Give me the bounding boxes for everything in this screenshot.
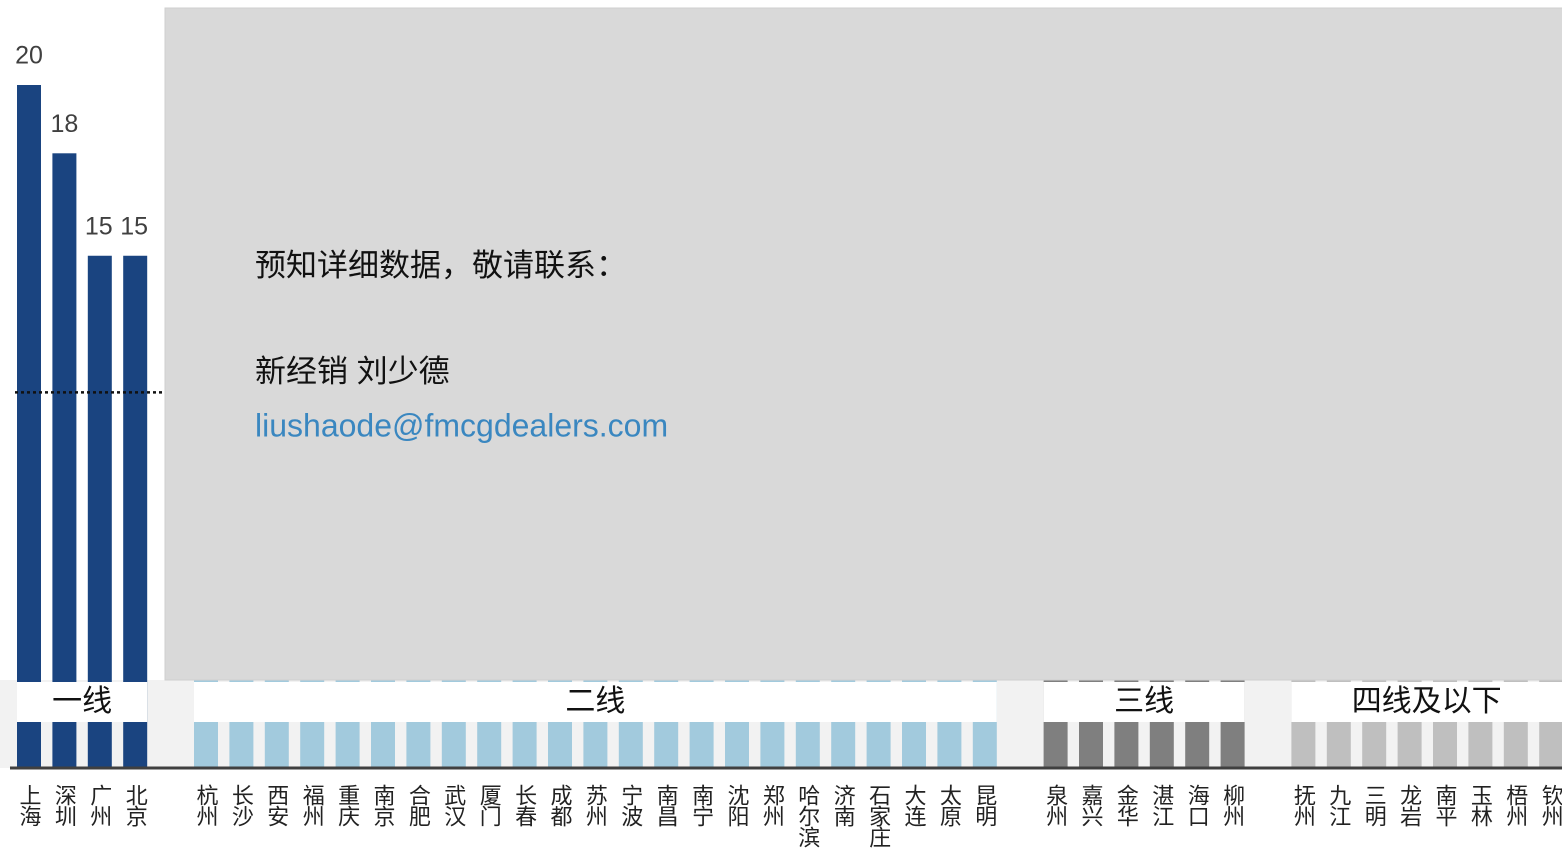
x-tick-label: 金华 [1114, 784, 1139, 827]
x-tick-label: 抚州 [1291, 784, 1316, 826]
group-band [194, 682, 997, 722]
bar [17, 85, 41, 768]
x-tick-label: 重庆 [335, 784, 360, 827]
value-label: 15 [120, 212, 148, 240]
x-tick-label: 大连 [902, 784, 927, 827]
value-label: 20 [15, 42, 43, 70]
x-tick-label: 厦门 [477, 784, 502, 827]
overlay-text: 预知详细数据，敬请联系： [255, 248, 627, 283]
x-tick-label: 三明 [1362, 784, 1387, 827]
x-tick-label: 湛江 [1149, 784, 1174, 827]
overlay-panel [164, 7, 1562, 681]
group-band [1291, 682, 1562, 722]
x-tick-label: 龙岩 [1397, 784, 1422, 827]
group-band [1043, 682, 1245, 722]
x-tick-label: 宁波 [618, 784, 643, 827]
value-label: 15 [85, 212, 113, 240]
group-bands: 一线 二线 三线 四线及以下 [17, 682, 1562, 722]
x-tick-label: 沈阳 [725, 784, 750, 827]
overlay-email[interactable]: liushaode@fmcgdealers.com [255, 407, 668, 443]
x-tick-label: 广州 [87, 784, 112, 826]
x-tick-label: 海口 [1185, 784, 1210, 826]
x-tick-label: 成都 [548, 784, 573, 827]
x-tick-label: 钦州 [1539, 784, 1562, 826]
x-tick-label: 南平 [1433, 784, 1458, 827]
x-tick-label: 合肥 [406, 784, 431, 827]
x-tick-label: 武汉 [441, 784, 466, 827]
x-tick-label: 长春 [512, 784, 537, 827]
x-tick-label: 九江 [1326, 784, 1351, 827]
x-tick-label: 北京 [123, 784, 148, 827]
x-tick-label: 玉林 [1468, 784, 1493, 827]
overlay-text: 新经销 刘少德 [255, 354, 450, 389]
group-label: 二线 [565, 685, 625, 718]
x-tick-label: 梧州 [1503, 784, 1528, 826]
x-tick-label: 南宁 [689, 784, 714, 827]
x-tick-label: 泉州 [1043, 784, 1068, 826]
x-tick-label: 石家庄 [866, 784, 891, 848]
x-tick-label: 杭州 [194, 784, 219, 826]
x-tick-label: 深圳 [52, 784, 77, 827]
value-label: 18 [50, 110, 78, 138]
x-tick-label: 南昌 [654, 784, 679, 827]
x-tick-label: 福州 [300, 784, 325, 826]
x-tick-label: 苏州 [583, 784, 608, 826]
bar [52, 153, 77, 769]
x-tick-label: 太原 [937, 784, 962, 827]
group-label: 四线及以下 [1352, 685, 1502, 718]
x-tick-label: 郑州 [760, 784, 785, 826]
x-tick-label: 西安 [264, 784, 289, 827]
x-tick-label: 柳州 [1220, 784, 1245, 826]
x-tick-label: 上海 [17, 784, 42, 827]
x-tick-label: 哈尔滨 [795, 784, 820, 848]
x-tick-label: 昆明 [972, 784, 997, 827]
x-tick-label: 济南 [831, 784, 856, 827]
group-band [17, 682, 148, 722]
group-label: 一线 [52, 685, 112, 718]
group-label: 三线 [1114, 685, 1174, 718]
x-tick-label: 嘉兴 [1079, 784, 1104, 827]
x-tick-label: 南京 [371, 784, 396, 827]
x-tick-label: 长沙 [229, 784, 254, 827]
